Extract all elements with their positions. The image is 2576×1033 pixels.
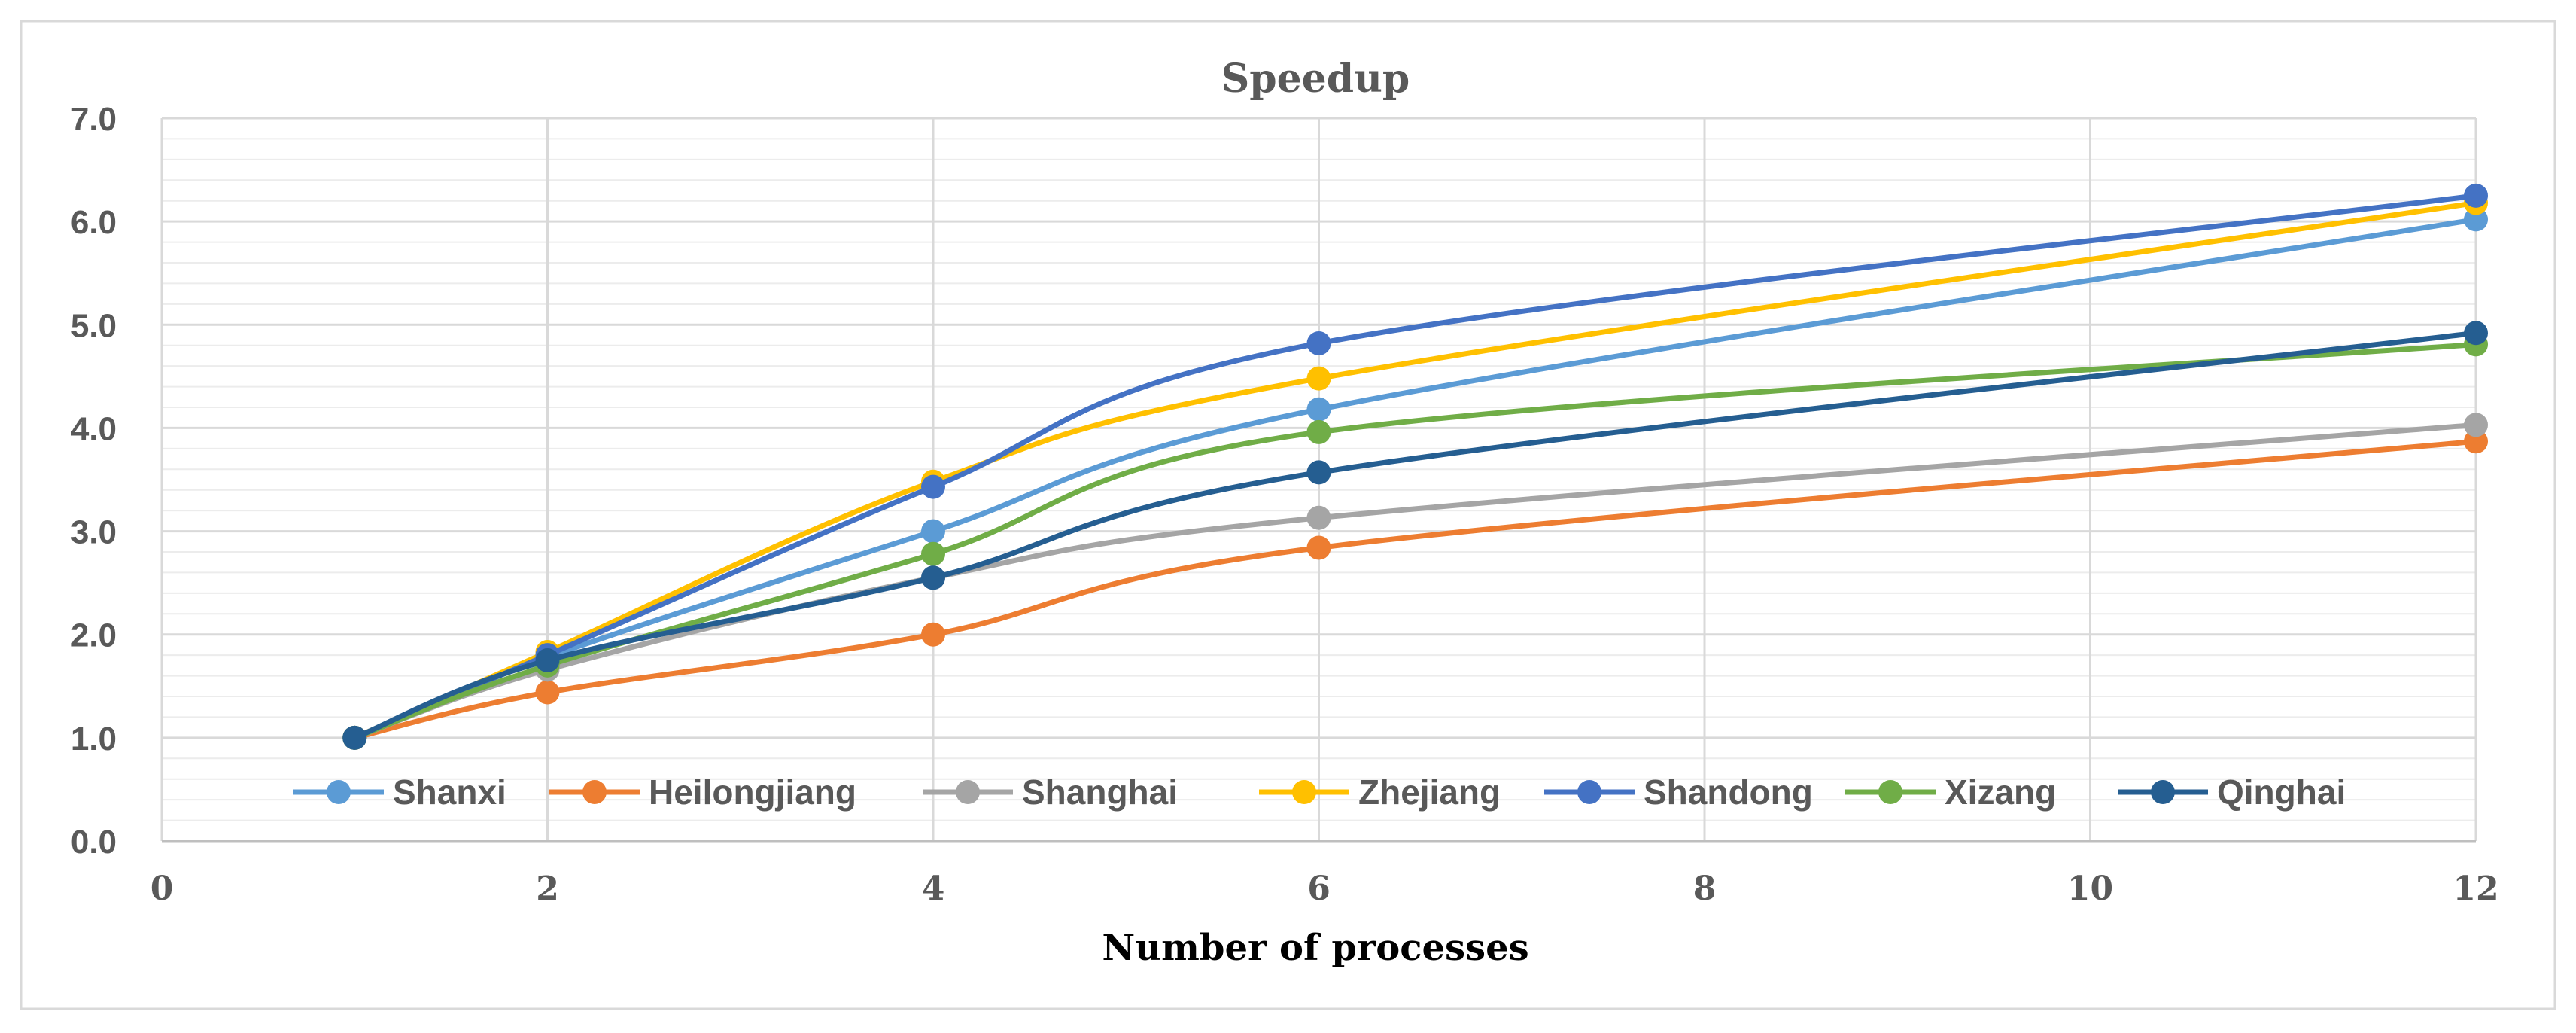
- legend-swatch-marker: [956, 780, 980, 804]
- legend-item-shanxi: Shanxi: [293, 772, 506, 812]
- x-axis-label: Number of processes: [1102, 927, 1528, 969]
- data-point: [921, 519, 945, 544]
- data-point: [1306, 366, 1331, 391]
- chart-title: Speedup: [1221, 56, 1410, 102]
- legend-swatch-marker: [1292, 780, 1316, 804]
- legend-label: Heilongjiang: [649, 772, 856, 812]
- data-point: [1306, 505, 1331, 530]
- data-point: [342, 725, 367, 750]
- series-qinghai: [342, 321, 2488, 750]
- data-point: [1306, 397, 1331, 422]
- x-tick-label: 6: [1307, 870, 1331, 908]
- data-point: [2464, 429, 2488, 454]
- data-point: [2464, 207, 2488, 232]
- data-point: [1306, 460, 1331, 485]
- y-tick-label: 5.0: [71, 307, 117, 344]
- legend-item-shanghai: Shanghai: [923, 772, 1178, 812]
- tick-labels: 0.0 1.0 2.0 3.0 4.0 5.0 6.0 7.0 0 2 4 6 8 10 12: [71, 101, 2499, 908]
- legend: Shanxi Heilongjiang Shanghai Zhejiang Shando…: [293, 772, 2346, 812]
- y-tick-label: 0.0: [71, 824, 117, 861]
- y-tick-label: 6.0: [71, 204, 117, 241]
- legend-swatch-marker: [1577, 780, 1601, 804]
- x-tick-label: 0: [151, 870, 174, 908]
- data-point: [535, 648, 560, 672]
- y-tick-label: 4.0: [71, 410, 117, 447]
- legend-label: Qinghai: [2217, 772, 2346, 812]
- data-point: [921, 474, 945, 499]
- data-point: [921, 622, 945, 647]
- data-point: [921, 541, 945, 566]
- legend-item-heilongjiang: Heilongjiang: [549, 772, 856, 812]
- chart-frame: [20, 20, 2556, 1010]
- legend-swatch-marker: [2151, 780, 2175, 804]
- x-tick-label: 4: [922, 870, 945, 908]
- y-tick-label: 1.0: [71, 721, 117, 757]
- legend-item-qinghai: Qinghai: [2118, 772, 2346, 812]
- legend-label: Shanghai: [1022, 772, 1178, 812]
- y-tick-label: 3.0: [71, 514, 117, 551]
- legend-swatch-marker: [327, 780, 351, 804]
- y-tick-label: 2.0: [71, 617, 117, 654]
- legend-swatch-marker: [582, 780, 607, 804]
- data-point: [1306, 419, 1331, 444]
- legend-label: Shandong: [1644, 772, 1813, 812]
- legend-label: Xizang: [1945, 772, 2056, 812]
- x-tick-label: 8: [1693, 870, 1717, 908]
- legend-swatch-marker: [1878, 780, 1902, 804]
- legend-item-shandong: Shandong: [1544, 772, 1813, 812]
- y-tick-label: 7.0: [71, 101, 117, 138]
- x-tick-label: 2: [536, 870, 559, 908]
- x-tick-label: 10: [2067, 870, 2113, 908]
- legend-item-xizang: Xizang: [1845, 772, 2056, 812]
- legend-item-zhejiang: Zhejiang: [1259, 772, 1501, 812]
- legend-label: Shanxi: [393, 772, 506, 812]
- x-tick-label: 12: [2453, 870, 2498, 908]
- data-point: [2464, 321, 2488, 346]
- data-point: [1306, 331, 1331, 355]
- series-heilongjiang: [342, 429, 2488, 750]
- data-point: [2464, 413, 2488, 437]
- data-point: [1306, 535, 1331, 560]
- data-point: [921, 565, 945, 590]
- legend-label: Zhejiang: [1358, 772, 1501, 812]
- series-lines: [342, 183, 2488, 750]
- data-point: [535, 680, 560, 705]
- data-point: [2464, 183, 2488, 208]
